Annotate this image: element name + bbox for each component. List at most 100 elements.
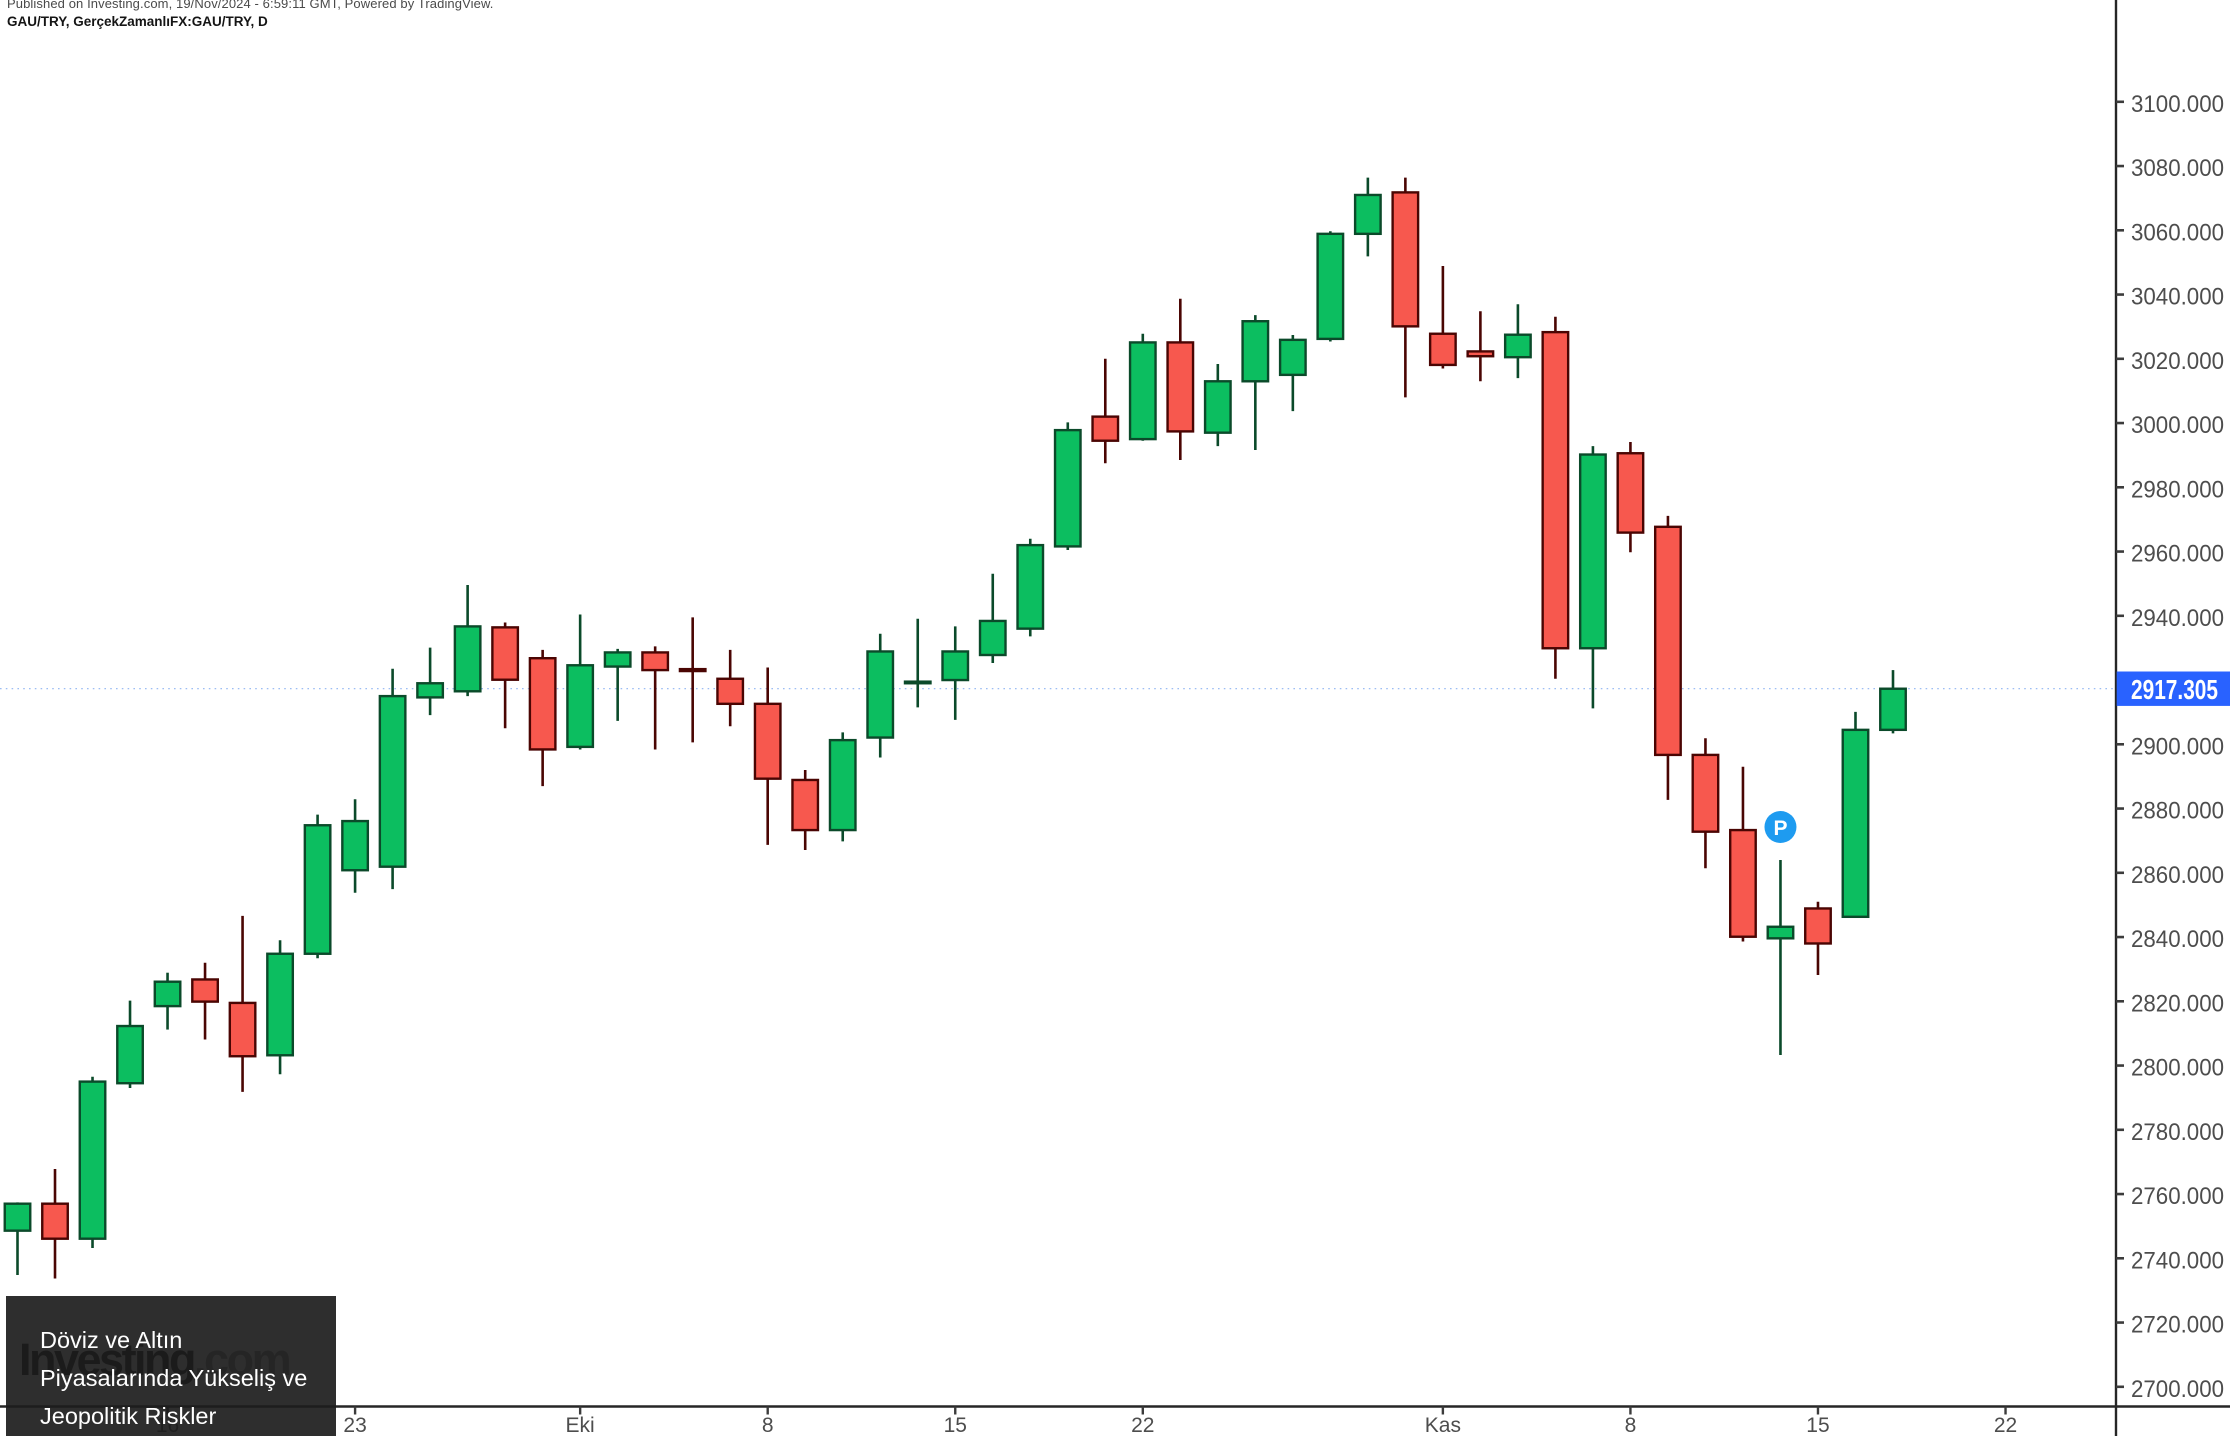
- candle-body: [1241, 320, 1270, 383]
- caption-line-3: Jeopolitik Riskler: [40, 1403, 217, 1429]
- candle-body: [1466, 350, 1495, 358]
- candle: [1278, 335, 1307, 412]
- price-tick-label: 2940.000: [2131, 605, 2224, 632]
- candle: [116, 1000, 144, 1089]
- candle-body: [1653, 525, 1682, 757]
- candle-body: [1353, 193, 1382, 236]
- price-scale[interactable]: 3100.000 3080.000 3060.000 3040.000 3020.000…: [2116, 91, 2224, 1403]
- candle: [416, 647, 445, 716]
- candle: [1503, 304, 1532, 379]
- candle: [941, 626, 970, 720]
- candle-body: [866, 650, 895, 739]
- candle-body: [1804, 907, 1832, 945]
- candle-body: [1428, 332, 1457, 367]
- candle: [566, 614, 595, 750]
- candle-body: [678, 667, 707, 673]
- caption-overlay-box: Döviz ve Altın Piyasalarında Yükseliş ve…: [6, 1296, 336, 1436]
- candle-body: [941, 650, 970, 682]
- symbol-title: GAU/TRY, GerçekZamanlıFX:GAU/TRY, D: [7, 14, 268, 29]
- candle: [303, 814, 332, 959]
- candle-body: [153, 980, 182, 1008]
- candle-body: [791, 778, 820, 832]
- candle: [453, 584, 482, 697]
- candle: [1053, 422, 1082, 550]
- candle: [41, 1168, 69, 1279]
- caption-line-2: Piyasalarında Yükseliş ve: [40, 1365, 308, 1391]
- candle-body: [828, 738, 857, 832]
- candle-body: [78, 1080, 107, 1240]
- time-tick-label: Kas: [1425, 1414, 1461, 1436]
- p-marker[interactable]: P: [1764, 811, 1797, 843]
- candle: [1841, 711, 1870, 919]
- candle-body: [1841, 728, 1870, 919]
- price-tick-label: 2880.000: [2131, 798, 2224, 825]
- candle-body: [1541, 330, 1570, 650]
- candle: [903, 618, 932, 708]
- candle-body: [603, 651, 632, 668]
- current-price-label: 2917.305: [2116, 671, 2230, 706]
- candle: [341, 799, 370, 893]
- candle-body: [1766, 925, 1795, 940]
- time-tick-label: Eki: [566, 1414, 595, 1436]
- candle: [1203, 363, 1232, 447]
- candle-body: [1879, 687, 1907, 732]
- price-tick-label: 3100.000: [2131, 91, 2224, 118]
- published-info: Published on Investing.com, 19/Nov/2024 …: [7, 0, 494, 11]
- candle: [1353, 177, 1382, 257]
- candle-body: [528, 657, 557, 751]
- candle: [1804, 901, 1832, 975]
- candle-body: [1166, 341, 1195, 433]
- candle-body: [978, 619, 1007, 657]
- candle-body: [491, 626, 520, 681]
- candle: [1766, 859, 1795, 1055]
- candle: [378, 668, 407, 890]
- candle: [678, 617, 707, 743]
- p-marker-circle[interactable]: [1764, 811, 1797, 843]
- candle-body: [1091, 415, 1120, 442]
- candle: [78, 1076, 107, 1249]
- candle-body: [1203, 380, 1232, 434]
- candle-body: [1053, 428, 1082, 548]
- price-tick-label: 3000.000: [2131, 412, 2224, 439]
- price-tick-label: 2820.000: [2131, 990, 2224, 1017]
- candle: [828, 732, 857, 842]
- time-tick-label: 22: [1131, 1414, 1154, 1436]
- price-tick-label: 2960.000: [2131, 541, 2224, 568]
- time-scale[interactable]: 1623Eki81522Kas81522: [156, 1406, 2017, 1436]
- price-tick-label: 2720.000: [2131, 1312, 2224, 1339]
- candle: [1428, 265, 1457, 369]
- candle-body: [753, 702, 782, 780]
- candle: [716, 649, 745, 727]
- price-tick-label: 2780.000: [2131, 1119, 2224, 1146]
- candle-body: [266, 952, 295, 1057]
- candle: [266, 940, 295, 1075]
- candle-body: [303, 824, 332, 955]
- candle-body: [1391, 191, 1420, 328]
- price-tick-label: 3020.000: [2131, 348, 2224, 375]
- candle-body: [1316, 232, 1345, 341]
- candle-body: [1278, 338, 1307, 377]
- candle: [1729, 766, 1757, 942]
- candle-body: [41, 1202, 69, 1240]
- candle-body: [716, 677, 745, 706]
- candle-body: [1128, 341, 1157, 441]
- candle-body: [1503, 333, 1532, 359]
- candle-body: [453, 625, 482, 693]
- time-tick-label: 15: [944, 1414, 967, 1436]
- price-tick-label: 2980.000: [2131, 476, 2224, 503]
- price-label-text: 2917.305: [2131, 674, 2218, 705]
- candle: [1391, 177, 1420, 398]
- price-tick-label: 3040.000: [2131, 284, 2224, 311]
- candle: [228, 915, 257, 1092]
- candle: [1578, 446, 1607, 709]
- price-tick-label: 2740.000: [2131, 1247, 2224, 1274]
- price-tick-label: 2700.000: [2131, 1376, 2224, 1403]
- candle-body: [1016, 543, 1045, 630]
- candles-group: [3, 177, 1907, 1279]
- candle-body: [1729, 828, 1757, 938]
- candle-body: [1578, 453, 1607, 650]
- price-tick-label: 2860.000: [2131, 862, 2224, 889]
- candle: [1241, 315, 1270, 451]
